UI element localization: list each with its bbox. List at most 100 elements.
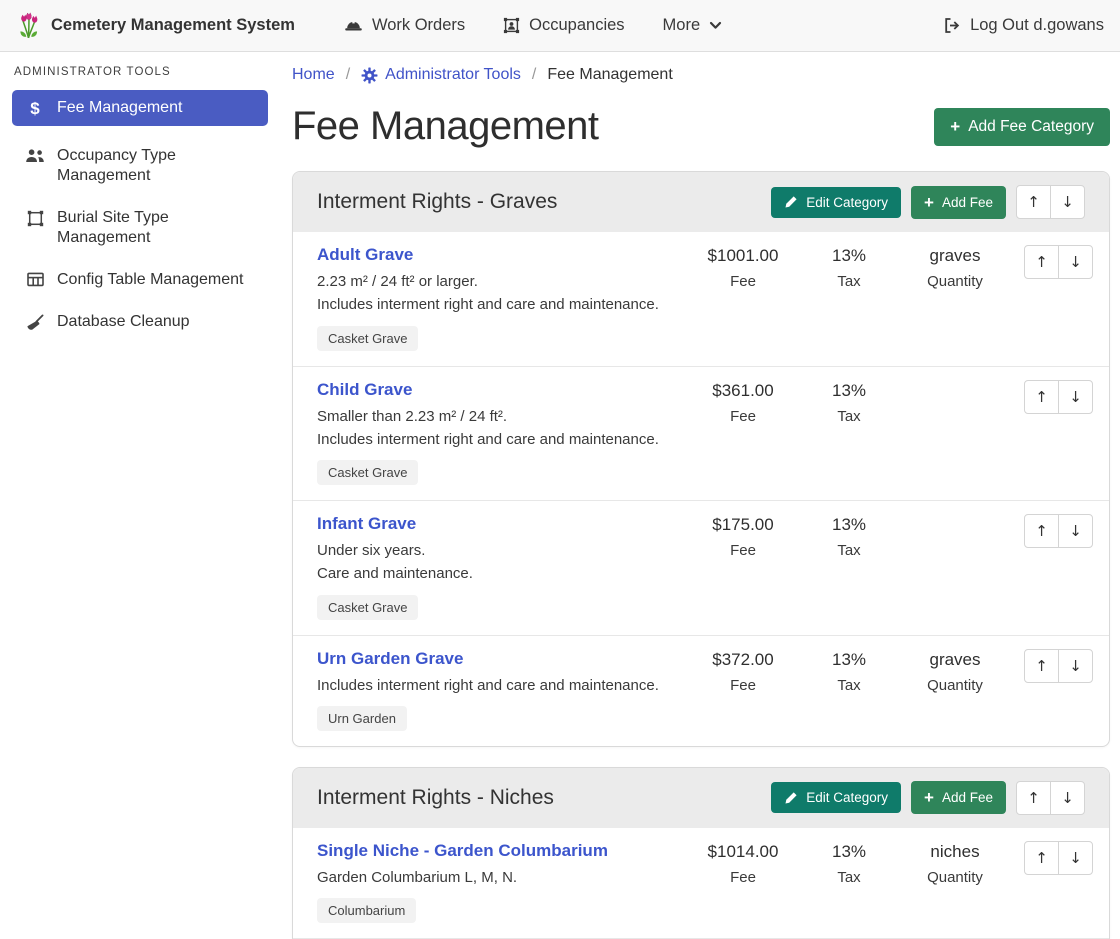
- category-actions: Edit Category + Add Fee ↑ ↓: [771, 781, 1085, 815]
- add-fee-button[interactable]: + Add Fee: [911, 781, 1006, 814]
- category-reorder-group: ↑ ↓: [1016, 185, 1085, 219]
- fee-descriptions: Under six years.Care and maintenance.: [317, 539, 680, 586]
- move-fee-down-button[interactable]: ↓: [1058, 380, 1093, 414]
- tax-label: Tax: [796, 869, 902, 886]
- tax-column: 13% Tax: [796, 649, 902, 694]
- logout-button[interactable]: Log Out d.gowans: [943, 16, 1104, 35]
- tax-column: 13% Tax: [796, 245, 902, 290]
- add-fee-button[interactable]: + Add Fee: [911, 186, 1006, 219]
- fee-description: 2.23 m² / 24 ft² or larger.: [317, 270, 680, 293]
- fee-descriptions: Smaller than 2.23 m² / 24 ft².Includes i…: [317, 405, 680, 452]
- breadcrumb-current: Fee Management: [547, 66, 672, 84]
- tax-label: Tax: [796, 677, 902, 694]
- move-fee-down-button[interactable]: ↓: [1058, 841, 1093, 875]
- fee-main: Adult Grave 2.23 m² / 24 ft² or larger.I…: [317, 245, 690, 351]
- move-category-down-button[interactable]: ↓: [1050, 185, 1085, 219]
- breadcrumb-separator: /: [346, 66, 350, 84]
- fee-name-link[interactable]: Single Niche - Garden Columbarium: [317, 841, 608, 861]
- fee-main: Single Niche - Garden Columbarium Garden…: [317, 841, 690, 923]
- main-panel: Home / Administrator Tool: [280, 52, 1120, 939]
- dollar-icon: $: [24, 98, 46, 117]
- plus-icon: +: [924, 789, 934, 806]
- fee-amount-value: $372.00: [690, 650, 796, 670]
- add-fee-category-button[interactable]: + Add Fee Category: [934, 108, 1110, 146]
- fee-type-badge: Casket Grave: [317, 460, 418, 485]
- move-fee-down-button[interactable]: ↓: [1058, 245, 1093, 279]
- nav-item-more[interactable]: More: [644, 16, 742, 35]
- category-title: Interment Rights - Niches: [317, 786, 771, 810]
- quantity-column: [902, 380, 1008, 388]
- hard-hat-icon: [344, 18, 363, 33]
- breadcrumb-home-link[interactable]: Home: [292, 66, 335, 84]
- fee-description: Smaller than 2.23 m² / 24 ft².: [317, 405, 680, 428]
- sidebar-item-label: Fee Management: [57, 98, 182, 118]
- fee-name-link[interactable]: Adult Grave: [317, 245, 413, 265]
- app-brand[interactable]: Cemetery Management System: [16, 12, 295, 40]
- sidebar-heading: ADMINISTRATOR TOOLS: [0, 64, 280, 90]
- tax-value: 13%: [796, 381, 902, 401]
- occupancy-frame-icon: [503, 17, 520, 34]
- sidebar-item-burial-site-type-management[interactable]: Burial Site Type Management: [12, 200, 268, 256]
- sidebar-item-fee-management[interactable]: $ Fee Management: [12, 90, 268, 126]
- fee-row: Single Niche - Garden Columbarium Garden…: [293, 828, 1109, 938]
- fee-descriptions: 2.23 m² / 24 ft² or larger.Includes inte…: [317, 270, 680, 317]
- fee-amount-label: Fee: [690, 677, 796, 694]
- fee-main: Child Grave Smaller than 2.23 m² / 24 ft…: [317, 380, 690, 486]
- sidebar-item-config-table-management[interactable]: Config Table Management: [12, 262, 268, 298]
- move-fee-down-button[interactable]: ↓: [1058, 514, 1093, 548]
- move-fee-up-button[interactable]: ↑: [1024, 841, 1059, 875]
- fee-name-link[interactable]: Urn Garden Grave: [317, 649, 463, 669]
- move-category-down-button[interactable]: ↓: [1050, 781, 1085, 815]
- move-category-up-button[interactable]: ↑: [1016, 781, 1051, 815]
- edit-category-button[interactable]: Edit Category: [771, 782, 901, 813]
- fee-amount-column: $175.00 Fee: [690, 514, 796, 559]
- fee-name-link[interactable]: Child Grave: [317, 380, 412, 400]
- sidebar-item-occupancy-type-management[interactable]: Occupancy Type Management: [12, 138, 268, 194]
- add-fee-label: Add Fee: [942, 790, 993, 805]
- move-fee-up-button[interactable]: ↑: [1024, 380, 1059, 414]
- fee-description: Includes interment right and care and ma…: [317, 293, 680, 316]
- quantity-value: niches: [902, 842, 1008, 862]
- categories: Interment Rights - Graves Edit Category …: [292, 171, 1110, 939]
- content-area: ADMINISTRATOR TOOLS $ Fee Management Occ…: [0, 52, 1120, 939]
- move-fee-down-button[interactable]: ↓: [1058, 649, 1093, 683]
- breadcrumb-admin-tools-link[interactable]: Administrator Tools: [361, 66, 521, 84]
- edit-category-label: Edit Category: [806, 790, 888, 805]
- quantity-column: graves Quantity: [902, 649, 1008, 694]
- pencil-icon: [784, 195, 798, 209]
- fee-row: Infant Grave Under six years.Care and ma…: [293, 500, 1109, 635]
- move-fee-up-button[interactable]: ↑: [1024, 245, 1059, 279]
- fee-amount-value: $1001.00: [690, 246, 796, 266]
- move-fee-up-button[interactable]: ↑: [1024, 514, 1059, 548]
- nav-item-work-orders[interactable]: Work Orders: [325, 16, 484, 35]
- fee-amount-column: $1014.00 Fee: [690, 841, 796, 886]
- broom-icon: [24, 312, 46, 331]
- page-header: Fee Management + Add Fee Category: [292, 104, 1110, 149]
- fee-type-badge: Casket Grave: [317, 326, 418, 351]
- fee-reorder-group: ↑ ↓: [1024, 649, 1093, 683]
- move-category-up-button[interactable]: ↑: [1016, 185, 1051, 219]
- quantity-value: graves: [902, 650, 1008, 670]
- fee-row: Adult Grave 2.23 m² / 24 ft² or larger.I…: [293, 232, 1109, 366]
- fee-list: Adult Grave 2.23 m² / 24 ft² or larger.I…: [293, 232, 1109, 746]
- fee-reorder-group: ↑ ↓: [1024, 380, 1093, 414]
- breadcrumb-separator: /: [532, 66, 536, 84]
- move-fee-up-button[interactable]: ↑: [1024, 649, 1059, 683]
- breadcrumb: Home / Administrator Tool: [292, 66, 1110, 84]
- fee-name-link[interactable]: Infant Grave: [317, 514, 416, 534]
- quantity-column: graves Quantity: [902, 245, 1008, 290]
- fee-description: Garden Columbarium L, M, N.: [317, 866, 680, 889]
- edit-category-button[interactable]: Edit Category: [771, 187, 901, 218]
- fee-amount-label: Fee: [690, 408, 796, 425]
- page-title: Fee Management: [292, 104, 599, 149]
- tulip-logo-icon: [16, 12, 42, 40]
- fee-amount-column: $361.00 Fee: [690, 380, 796, 425]
- nav-item-label: More: [663, 16, 701, 35]
- fee-amount-label: Fee: [690, 869, 796, 886]
- sidebar-item-label: Config Table Management: [57, 270, 244, 290]
- nav-item-occupancies[interactable]: Occupancies: [484, 16, 643, 35]
- quantity-label: Quantity: [902, 869, 1008, 886]
- sidebar-item-database-cleanup[interactable]: Database Cleanup: [12, 304, 268, 340]
- fee-description: Includes interment right and care and ma…: [317, 428, 680, 451]
- sidebar-item-label: Database Cleanup: [57, 312, 190, 332]
